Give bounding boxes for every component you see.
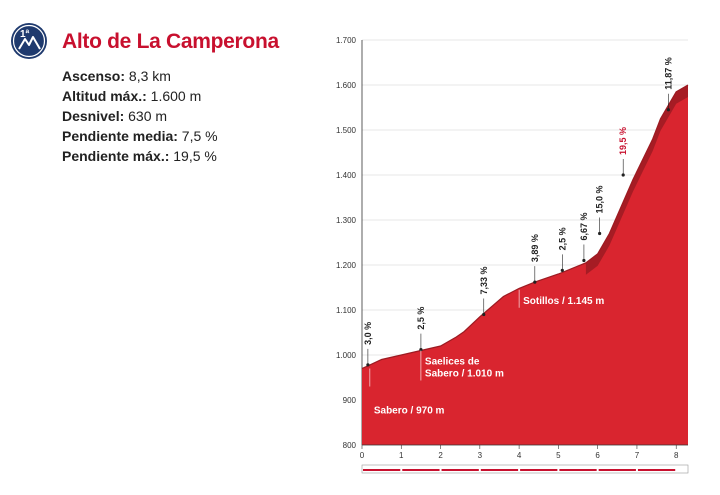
- badge-circle: [11, 23, 47, 59]
- gradient-marker: [560, 268, 564, 272]
- gradient-label: 7,33 %: [479, 266, 489, 294]
- x-tick-label: 2: [438, 451, 443, 460]
- climb-title: Alto de La Camperona: [62, 30, 279, 53]
- elevation-area: [362, 85, 688, 445]
- place-label: Saelices de: [425, 357, 480, 368]
- gradient-marker: [366, 363, 370, 367]
- climb-stats: Ascenso: 8,3 km Altitud máx.: 1.600 m De…: [62, 66, 218, 166]
- place-label: Sotillos / 1.145 m: [523, 296, 604, 307]
- y-tick-label: 1.200: [336, 261, 357, 270]
- y-tick-label: 1.300: [336, 216, 357, 225]
- gradient-label: 19,5 %: [618, 127, 628, 155]
- y-tick-label: 1.400: [336, 171, 357, 180]
- y-tick-label: 1.500: [336, 126, 357, 135]
- km-scale-segment: [402, 469, 440, 471]
- elevation-profile-chart: 800 900 1.000 1.100 1.200 1.300 1.400 1.500 1.60…: [336, 36, 689, 474]
- x-tick-label: 6: [595, 451, 600, 460]
- gradient-marker: [482, 312, 486, 317]
- gradient-label: 6,67 %: [579, 212, 589, 240]
- stat-max-gradient: Pendiente máx.: 19,5 %: [62, 148, 217, 164]
- gradient-label: 15,0 %: [595, 185, 605, 213]
- x-tick-label: 8: [674, 451, 679, 460]
- y-tick-label: 1.100: [336, 306, 357, 315]
- badge-text: 1ª: [20, 29, 30, 40]
- place-label: Sabero / 1.010 m: [425, 369, 504, 380]
- stat-ascent: Ascenso: 8,3 km: [62, 68, 171, 84]
- gradient-marker: [419, 348, 423, 352]
- x-tick-label: 3: [478, 451, 483, 460]
- x-tick-label: 1: [399, 451, 404, 460]
- gradient-marker: [621, 173, 625, 177]
- gradient-marker: [533, 280, 537, 284]
- gradient-marker: [582, 258, 586, 263]
- y-tick-label: 800: [343, 441, 357, 450]
- y-tick-label: 1.700: [336, 36, 357, 45]
- gradient-label: 3,0 %: [363, 322, 373, 345]
- gradient-label: 11,87 %: [663, 57, 673, 90]
- km-scale-segment: [480, 469, 519, 471]
- place-label: Sabero / 970 m: [374, 406, 445, 417]
- gradient-label: 2,5 %: [416, 307, 426, 330]
- x-tick-label: 4: [517, 451, 522, 460]
- category-badge: 1ª: [11, 23, 47, 59]
- gradient-label: 3,89 %: [530, 234, 540, 262]
- x-tick-label: 7: [635, 451, 640, 460]
- km-scale-segment: [559, 469, 597, 471]
- elevation-line: [361, 84, 689, 370]
- y-tick-label: 900: [343, 396, 357, 405]
- y-tick-label: 1.600: [336, 81, 357, 90]
- km-scale-segment: [637, 469, 676, 471]
- steep-section-shade: [585, 85, 688, 275]
- x-tick-label: 5: [556, 451, 561, 460]
- stat-avg-gradient: Pendiente media: 7,5 %: [62, 128, 218, 144]
- km-scale-segment: [363, 469, 401, 471]
- stat-elevation-gain: Desnivel: 630 m: [62, 108, 168, 124]
- gradient-marker: [598, 231, 602, 236]
- gradient-marker: [666, 108, 670, 112]
- km-scale-segment: [520, 469, 558, 471]
- stat-max-altitude: Altitud máx.: 1.600 m: [62, 88, 202, 104]
- km-scale-segment: [441, 469, 479, 471]
- y-tick-label: 1.000: [336, 351, 357, 360]
- km-scale-segment: [598, 469, 636, 471]
- mountain-icon: [18, 36, 41, 50]
- gradient-label: 2,5 %: [557, 227, 567, 250]
- x-tick-label: 0: [360, 451, 365, 460]
